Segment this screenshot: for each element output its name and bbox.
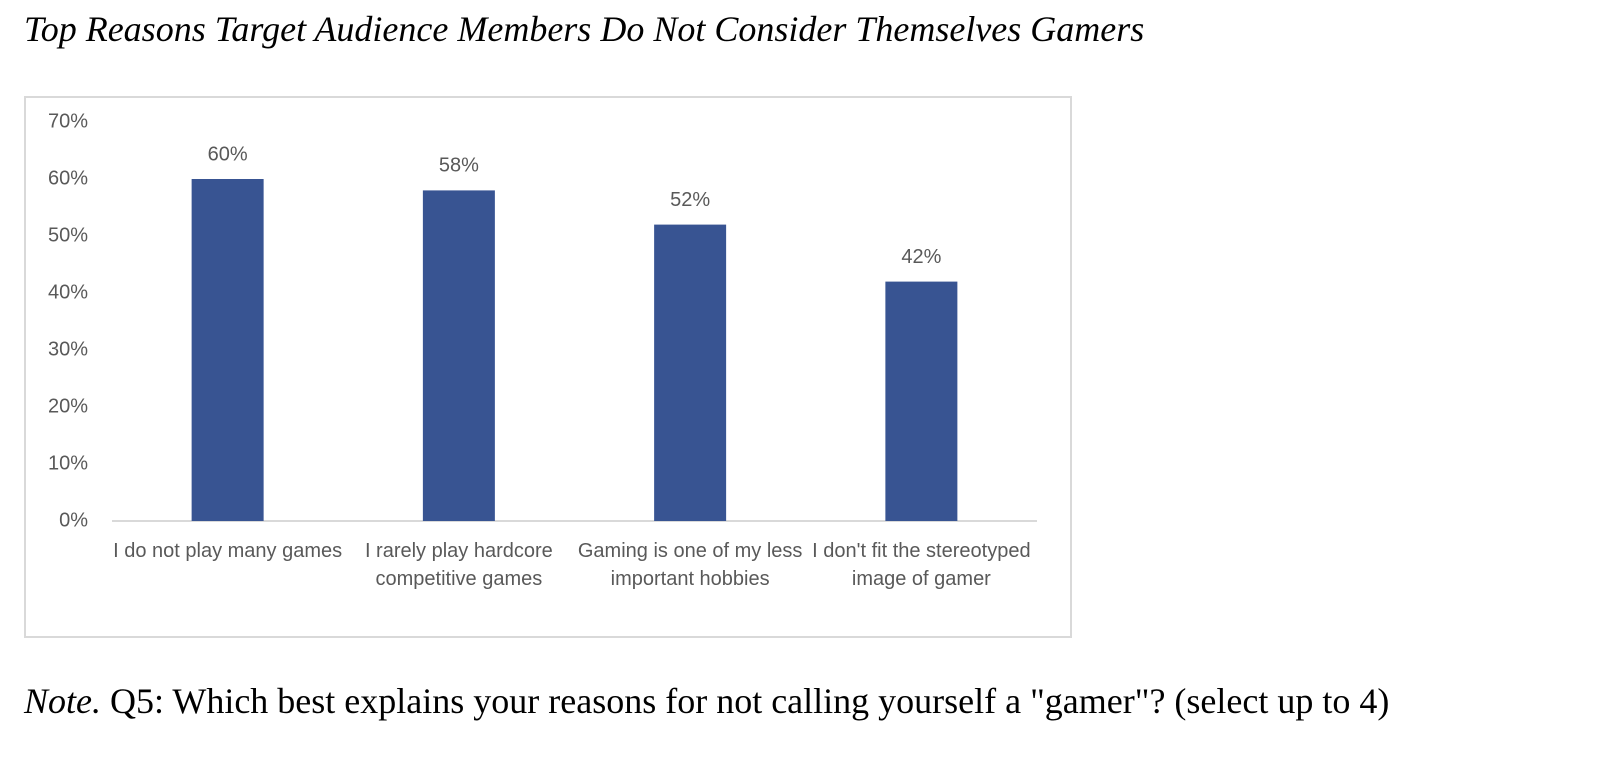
bar (885, 281, 958, 521)
x-tick-label: Gaming is one of my less important hobbi… (577, 540, 803, 590)
data-label: 58% (439, 155, 479, 177)
note: Note. Q5: Which best explains your reaso… (24, 680, 1389, 722)
y-tick-label: 70% (48, 110, 88, 132)
x-tick-label: I rarely play hardcore competitive games (364, 540, 553, 590)
x-tick-label: I do not play many games (113, 540, 343, 562)
bar (654, 224, 727, 521)
chart-frame (24, 96, 1072, 638)
note-text: Q5: Which best explains your reasons for… (110, 681, 1390, 721)
data-label: 52% (670, 189, 710, 211)
y-tick-label: 0% (59, 509, 88, 531)
chart: 0% 10% 20% 30% 40% 50% 60% 70% 60% 58% 52% 42% (48, 110, 1037, 531)
x-tick-label: I don't fit the stereotyped image of gam… (812, 540, 1031, 590)
y-tick-label: 60% (48, 167, 88, 189)
y-tick-label: 50% (48, 224, 88, 246)
bar (191, 179, 264, 521)
chart-title: Top Reasons Target Audience Members Do N… (24, 9, 1145, 49)
bar (422, 190, 495, 521)
y-tick-label: 30% (48, 338, 88, 360)
data-label: 42% (901, 246, 941, 268)
y-tick-label: 20% (48, 395, 88, 417)
y-tick-label: 40% (48, 281, 88, 303)
y-tick-label: 10% (48, 452, 88, 474)
data-label: 60% (208, 143, 248, 165)
note-label: Note. (24, 681, 101, 721)
